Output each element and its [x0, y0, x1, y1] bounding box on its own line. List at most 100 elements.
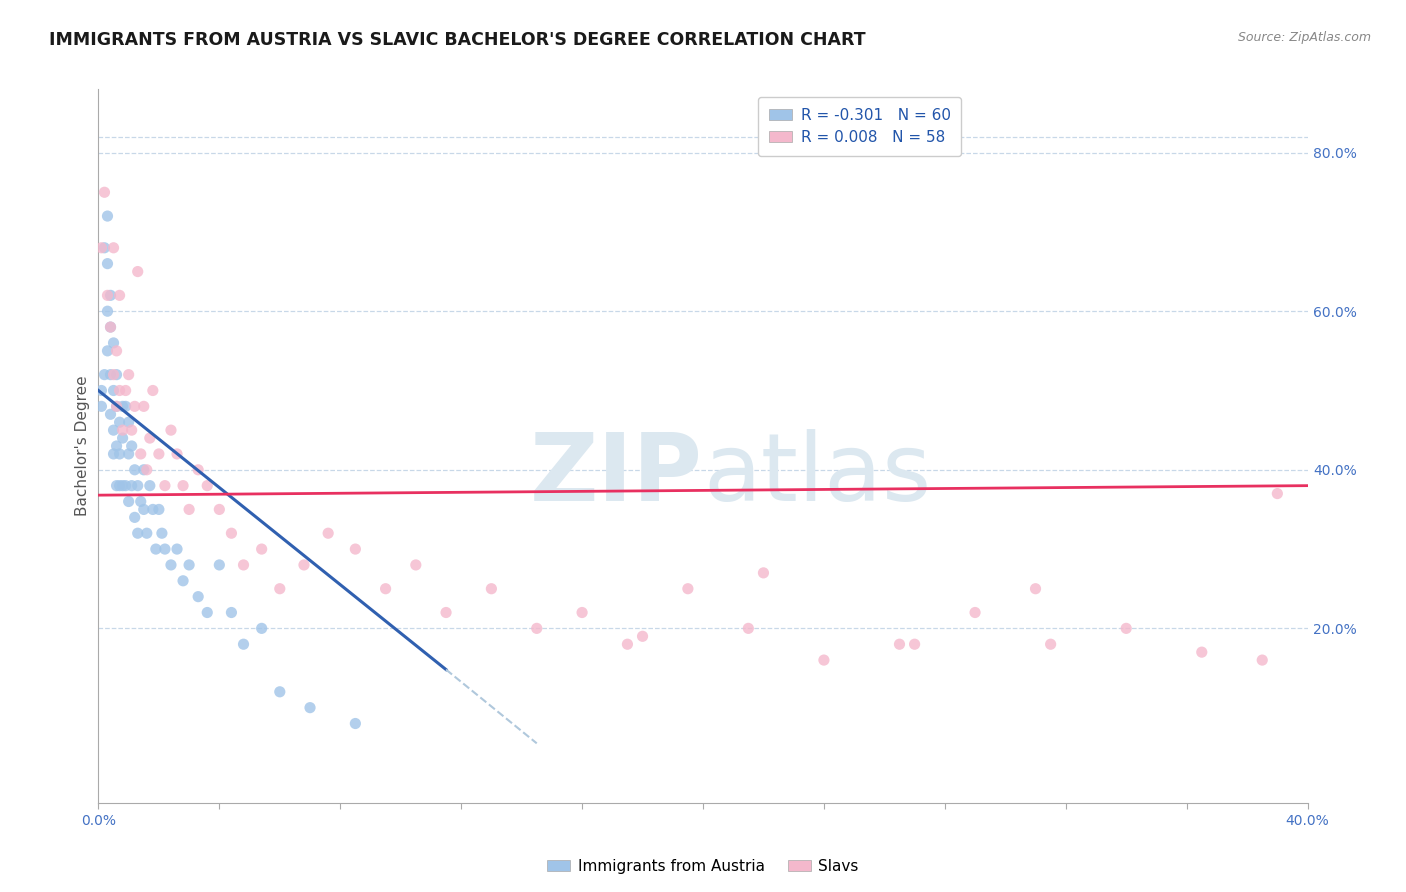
Point [121, 478, 143, 492]
Point [737, 621, 759, 635]
Point [434, 606, 457, 620]
Point [111, 431, 134, 445]
Point [111, 478, 134, 492]
Point [129, 494, 152, 508]
Point [232, 637, 254, 651]
Point [526, 621, 548, 635]
Point [187, 590, 209, 604]
Point [93, 241, 115, 255]
Point [129, 447, 152, 461]
Point [100, 368, 122, 382]
Point [118, 494, 141, 508]
Point [132, 502, 155, 516]
Point [103, 368, 125, 382]
Point [208, 502, 231, 516]
Point [172, 574, 194, 588]
Point [100, 320, 122, 334]
Point [103, 335, 125, 350]
Point [813, 653, 835, 667]
Point [96, 209, 118, 223]
Point [160, 558, 183, 572]
Point [142, 502, 165, 516]
Point [96, 288, 118, 302]
Point [93, 368, 115, 382]
Point [96, 257, 118, 271]
Point [148, 447, 170, 461]
Point [139, 431, 162, 445]
Point [114, 478, 136, 492]
Point [93, 186, 115, 200]
Point [103, 241, 125, 255]
Point [166, 542, 188, 557]
Point [269, 685, 291, 699]
Point [132, 463, 155, 477]
Point [292, 558, 315, 572]
Point [195, 478, 218, 492]
Text: ZIP: ZIP [530, 428, 703, 521]
Point [631, 629, 654, 643]
Point [1191, 645, 1213, 659]
Point [187, 463, 209, 477]
Point [90, 241, 112, 255]
Legend: R = -0.301   N = 60, R = 0.008   N = 58: R = -0.301 N = 60, R = 0.008 N = 58 [758, 97, 962, 156]
Point [124, 400, 146, 414]
Point [103, 384, 125, 398]
Point [676, 582, 699, 596]
Point [1024, 582, 1046, 596]
Point [221, 606, 243, 620]
Point [172, 478, 194, 492]
Point [965, 606, 987, 620]
Point [127, 264, 149, 278]
Point [160, 423, 183, 437]
Point [344, 716, 367, 731]
Point [752, 566, 775, 580]
Point [124, 510, 146, 524]
Point [1267, 486, 1289, 500]
Point [90, 400, 112, 414]
Point [100, 320, 122, 334]
Point [269, 582, 291, 596]
Point [153, 542, 176, 557]
Point [108, 415, 131, 429]
Point [105, 400, 128, 414]
Point [96, 343, 118, 358]
Text: IMMIGRANTS FROM AUSTRIA VS SLAVIC BACHELOR'S DEGREE CORRELATION CHART: IMMIGRANTS FROM AUSTRIA VS SLAVIC BACHEL… [49, 31, 866, 49]
Point [374, 582, 396, 596]
Point [179, 558, 201, 572]
Point [1251, 653, 1274, 667]
Point [108, 384, 131, 398]
Point [179, 502, 201, 516]
Point [250, 542, 273, 557]
Point [148, 502, 170, 516]
Legend: Immigrants from Austria, Slavs: Immigrants from Austria, Slavs [541, 853, 865, 880]
Point [90, 384, 112, 398]
Point [114, 384, 136, 398]
Point [105, 439, 128, 453]
Point [111, 423, 134, 437]
Point [105, 478, 128, 492]
Point [405, 558, 427, 572]
Point [145, 542, 167, 557]
Point [250, 621, 273, 635]
Point [344, 542, 367, 557]
Point [118, 368, 141, 382]
Point [616, 637, 638, 651]
Point [105, 368, 128, 382]
Point [232, 558, 254, 572]
Point [1115, 621, 1137, 635]
Point [118, 447, 141, 461]
Point [166, 447, 188, 461]
Point [105, 400, 128, 414]
Point [127, 526, 149, 541]
Point [153, 478, 176, 492]
Point [108, 447, 131, 461]
Point [100, 288, 122, 302]
Point [105, 343, 128, 358]
Point [111, 400, 134, 414]
Point [132, 400, 155, 414]
Point [124, 463, 146, 477]
Text: Source: ZipAtlas.com: Source: ZipAtlas.com [1237, 31, 1371, 45]
Point [103, 423, 125, 437]
Point [108, 288, 131, 302]
Point [96, 304, 118, 318]
